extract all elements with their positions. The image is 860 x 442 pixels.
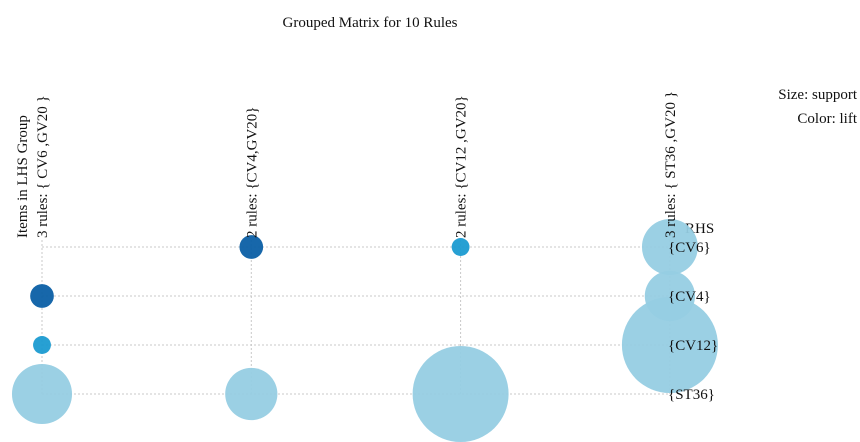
x-axis-label: Items in LHS Group [15, 115, 31, 238]
bubble [621, 297, 718, 393]
legend-size: Size: support [778, 87, 858, 103]
bubble [33, 336, 51, 354]
row-label: {CV12} [668, 338, 718, 354]
bubble [451, 238, 470, 256]
bubble [641, 219, 698, 275]
column-label: 3 rules: { ST36 ,GV20 } [663, 91, 679, 238]
chart-title: Grouped Matrix for 10 Rules [283, 15, 458, 31]
legend-color: Color: lift [797, 111, 857, 127]
row-label: {ST36} [668, 387, 715, 403]
column-label: 2 rules: {CV4,GV20} [244, 107, 260, 238]
bubble [225, 367, 278, 421]
bubble [11, 363, 73, 425]
row-label: {CV4} [668, 289, 711, 305]
bubble [412, 346, 509, 442]
row-label: {CV6} [668, 240, 711, 256]
bubble [30, 284, 54, 308]
bubble [239, 235, 264, 259]
column-label: 3 rules: { CV6 ,GV20 } [35, 95, 51, 238]
column-label: 2 rules: {CV12 ,GV20} [454, 95, 470, 238]
